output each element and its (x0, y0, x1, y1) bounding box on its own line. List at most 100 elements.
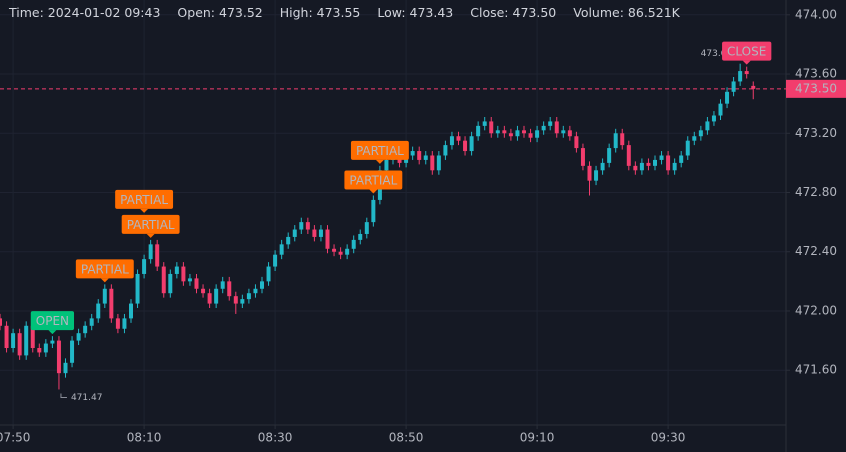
candle-body (135, 273, 140, 304)
candle-body (384, 159, 389, 171)
candle-body (410, 151, 415, 156)
y-tick-label: 472.80 (795, 185, 837, 199)
candle-body (600, 162, 605, 171)
header-item: High: 473.55 (279, 5, 361, 20)
candle-body (751, 85, 756, 89)
candle-body (489, 121, 494, 134)
candle-body (580, 148, 585, 166)
trade-marker-pointer (100, 278, 109, 283)
candle-body (659, 155, 664, 160)
candle-body (214, 288, 219, 304)
candle-body (194, 278, 199, 289)
candle-body (449, 136, 454, 146)
candle-body (4, 325, 9, 348)
candle-body (522, 130, 526, 134)
candle-body (554, 121, 559, 134)
trade-marker-box (75, 259, 134, 279)
candle-body (11, 333, 16, 348)
candle-body (279, 244, 284, 255)
candle-body (318, 229, 323, 237)
trade-marker-pointer (48, 330, 57, 335)
candle-body (102, 288, 107, 304)
trade-marker-box (121, 214, 180, 234)
candle-body (463, 140, 468, 152)
candle-body (351, 239, 356, 249)
candle-body (187, 278, 192, 282)
candle-body (89, 318, 94, 326)
candle-body (246, 293, 251, 300)
candle-body (698, 130, 703, 137)
candle-body (574, 136, 579, 149)
candle-body (115, 318, 120, 329)
candle-body (142, 259, 147, 274)
header-item: Open: 473.52 (177, 5, 263, 20)
candle-body (109, 288, 114, 319)
candle-body (83, 325, 88, 334)
candle-body (495, 130, 500, 134)
trade-marker: OPEN (30, 311, 75, 335)
candle-body (561, 130, 566, 134)
candle-body (260, 281, 264, 289)
candle-body (63, 362, 68, 374)
candle-body (148, 244, 153, 260)
candle-body (312, 229, 317, 237)
high-label: 473.67 (701, 49, 733, 59)
x-tick-label: 09:30 (651, 431, 686, 445)
low-label: 471.47 (71, 393, 103, 403)
trade-marker-pointer (375, 159, 384, 164)
candle-body (541, 125, 546, 131)
candle-body (711, 115, 716, 122)
trade-marker: PARTIAL (115, 189, 174, 213)
candle-body (633, 165, 638, 171)
candle-body (430, 155, 435, 171)
x-tick-label: 08:30 (258, 431, 293, 445)
candle-body (443, 145, 448, 156)
trade-marker-label: PARTIAL (349, 173, 397, 187)
candle-body (567, 130, 572, 137)
candle-body (0, 318, 2, 326)
candle-body (207, 293, 212, 304)
candle-body (666, 155, 671, 171)
candle-body (508, 133, 513, 137)
y-tick-label: 472.00 (795, 303, 837, 317)
candle-body (626, 145, 631, 166)
candle-body (122, 318, 127, 329)
candle-body (725, 91, 730, 104)
trade-marker-box (350, 140, 409, 160)
trade-marker: PARTIAL (121, 214, 180, 238)
trade-marker-pointer (140, 208, 149, 213)
candle-body (679, 155, 684, 163)
trade-marker: PARTIAL (350, 140, 409, 164)
candle-body (43, 343, 48, 353)
trade-marker-label: PARTIAL (81, 262, 129, 276)
trade-marker-label: CLOSE (727, 45, 766, 59)
candle-body (364, 222, 369, 234)
candle-body (731, 81, 736, 92)
trade-marker-pointer (369, 189, 378, 194)
candle-body (30, 325, 35, 348)
candle-body (653, 159, 657, 166)
candle-body (24, 325, 29, 356)
candle-body (738, 71, 743, 82)
candle-body (240, 299, 245, 304)
candle-body (273, 254, 278, 267)
candle-body (423, 155, 428, 160)
candle-body (299, 222, 304, 230)
header-item: Volume: 86.521K (573, 5, 680, 20)
candle-body (181, 266, 186, 282)
last-price-tag (786, 79, 846, 98)
candle-body (201, 288, 206, 294)
candle-body (672, 162, 677, 171)
trade-marker-box (115, 189, 174, 209)
candle-body (286, 236, 291, 245)
candle-body (168, 273, 173, 294)
candle-body (76, 333, 81, 341)
candle-body (220, 281, 225, 289)
y-tick-label: 472.40 (795, 244, 837, 258)
candle-body (50, 340, 55, 344)
candle-body (233, 296, 238, 304)
candle-body (17, 333, 22, 356)
candle-body (639, 162, 644, 171)
